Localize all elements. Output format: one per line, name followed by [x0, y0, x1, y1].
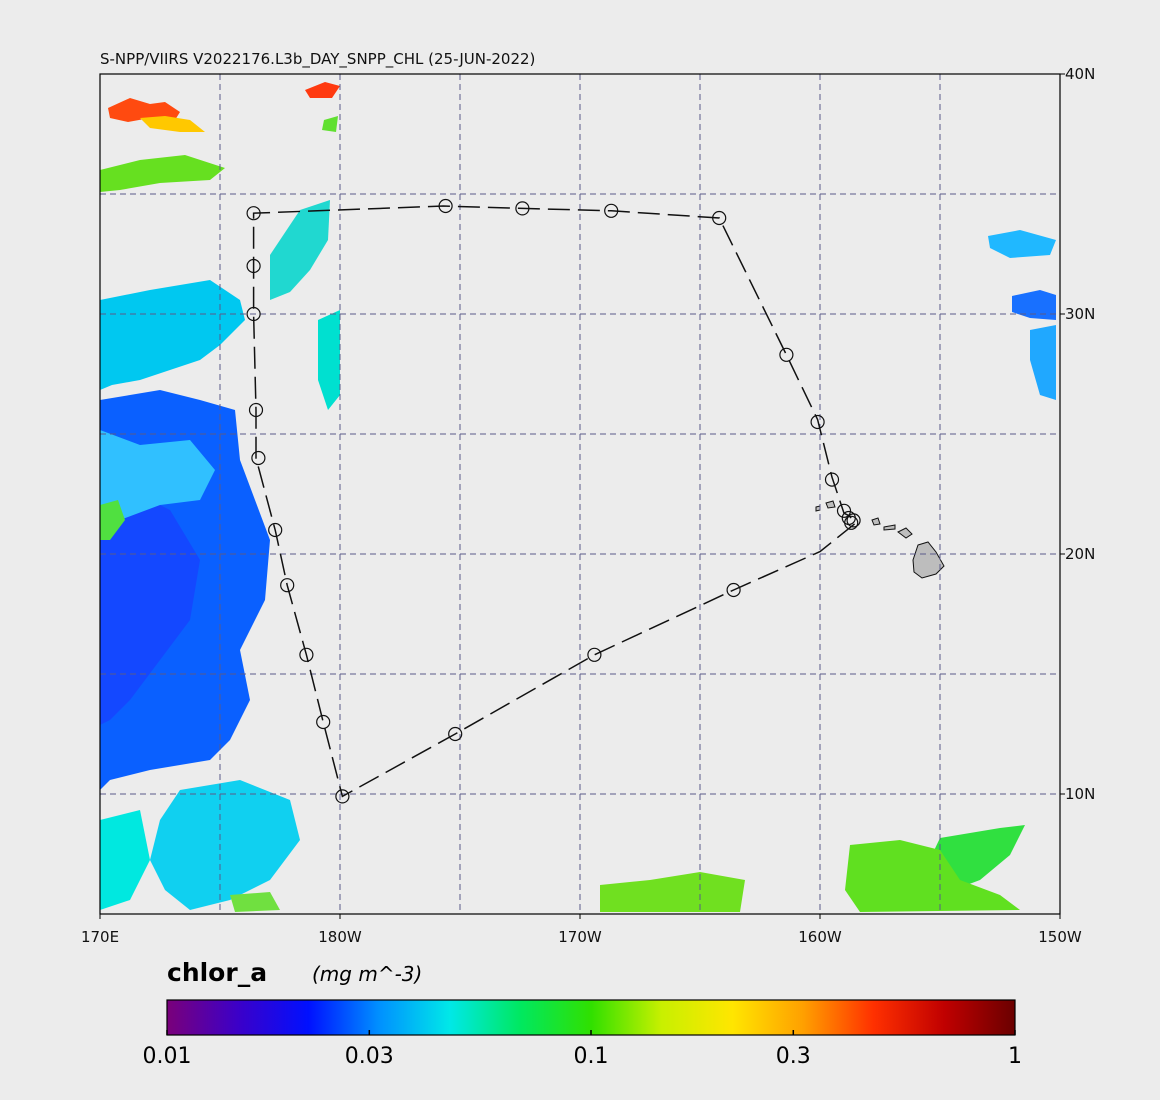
island-niihau	[815, 505, 821, 512]
chl-patch-east-cyan-b	[1030, 325, 1056, 400]
chl-patch-cyan-f	[100, 810, 150, 910]
track-stations	[246, 198, 861, 804]
colorbar: 0.01 0.03 0.1 0.3 1	[143, 999, 1022, 1069]
y-tick-label: 20N	[1065, 545, 1095, 563]
chl-patch-green-sw	[230, 892, 280, 912]
colorbar-tick-label: 0.01	[143, 1044, 192, 1069]
track-station-marker	[246, 306, 261, 322]
track-station-marker	[246, 258, 261, 274]
colorbar-ramp	[166, 999, 1016, 1036]
track-station-marker	[726, 582, 741, 598]
map-title: S-NPP/VIIRS V2022176.L3b_DAY_SNPP_CHL (2…	[100, 50, 536, 68]
island-maui	[897, 527, 913, 539]
y-tick-label: 30N	[1065, 305, 1095, 323]
track-station-marker	[841, 510, 856, 526]
track-station-marker	[268, 522, 283, 538]
y-tick-label: 40N	[1065, 65, 1095, 83]
graticule	[100, 74, 1060, 914]
chl-patch-east-cyan	[988, 230, 1056, 258]
track-station-marker	[246, 206, 261, 221]
track-station-marker	[248, 402, 264, 418]
chl-patch-nw-red	[108, 98, 180, 122]
track-station-marker	[280, 578, 295, 593]
track-station-marker	[448, 726, 463, 742]
hawaiian-islands	[815, 500, 945, 579]
chl-patch-n-red	[305, 82, 340, 98]
x-tick-label: 180W	[318, 928, 362, 946]
track-station-marker	[712, 210, 727, 226]
chl-patch-cyan-a	[100, 280, 245, 390]
island-hawaii	[912, 541, 945, 579]
track-station-marker	[810, 414, 825, 430]
cruise-track	[252, 205, 857, 798]
track-station-marker	[335, 789, 350, 804]
x-tick-label: 170W	[558, 928, 602, 946]
chl-patch-cyan-d	[100, 430, 215, 520]
track-station-marker	[438, 198, 453, 214]
chl-patch-s-green	[600, 872, 745, 912]
colorbar-tick-label: 0.3	[776, 1044, 811, 1069]
chl-patch-green-west	[100, 500, 125, 540]
chl-patch-east-blue	[1012, 290, 1056, 320]
island-molokai	[883, 524, 896, 531]
colorbar-tick-label: 1	[1008, 1044, 1022, 1069]
colorbar-units: (mg m^-3)	[312, 962, 423, 986]
track-station-marker	[836, 503, 852, 518]
chl-patch-se-green-b	[845, 840, 1020, 912]
track-station-marker	[251, 450, 266, 466]
chlorophyll-data-patches	[100, 82, 1056, 912]
track-station-marker	[515, 201, 530, 216]
chl-patch-cyan-e	[150, 780, 300, 910]
x-tick-label: 160W	[798, 928, 842, 946]
colorbar-ticks: 0.01 0.03 0.1 0.3 1	[143, 1030, 1022, 1069]
track-station-marker	[779, 347, 794, 362]
island-kauai	[825, 500, 836, 509]
track-station-marker	[824, 472, 840, 487]
y-tick-label: 10N	[1065, 785, 1095, 803]
x-tick-label: 170E	[81, 928, 119, 946]
chl-patch-nw-green	[100, 155, 225, 192]
chl-patch-n-green	[322, 116, 338, 132]
colorbar-variable-name: chlor_a	[167, 958, 268, 987]
chl-patch-cyan-b	[270, 200, 330, 300]
axis-labels: 170E 180W 170W 160W 150W 40N 30N 20N 10N	[81, 65, 1095, 946]
colorbar-tick-label: 0.1	[574, 1044, 609, 1069]
track-station-marker	[316, 714, 331, 730]
track-station-marker	[587, 647, 602, 662]
chl-patch-nw-yellow	[140, 116, 205, 132]
chl-patch-cyan-c	[318, 310, 340, 410]
colorbar-tick-label: 0.03	[345, 1044, 394, 1069]
track-station-marker	[604, 203, 619, 218]
island-oahu	[871, 517, 881, 526]
x-tick-label: 150W	[1038, 928, 1082, 946]
chl-patch-blue-b	[100, 490, 200, 725]
track-station-marker	[299, 647, 314, 662]
